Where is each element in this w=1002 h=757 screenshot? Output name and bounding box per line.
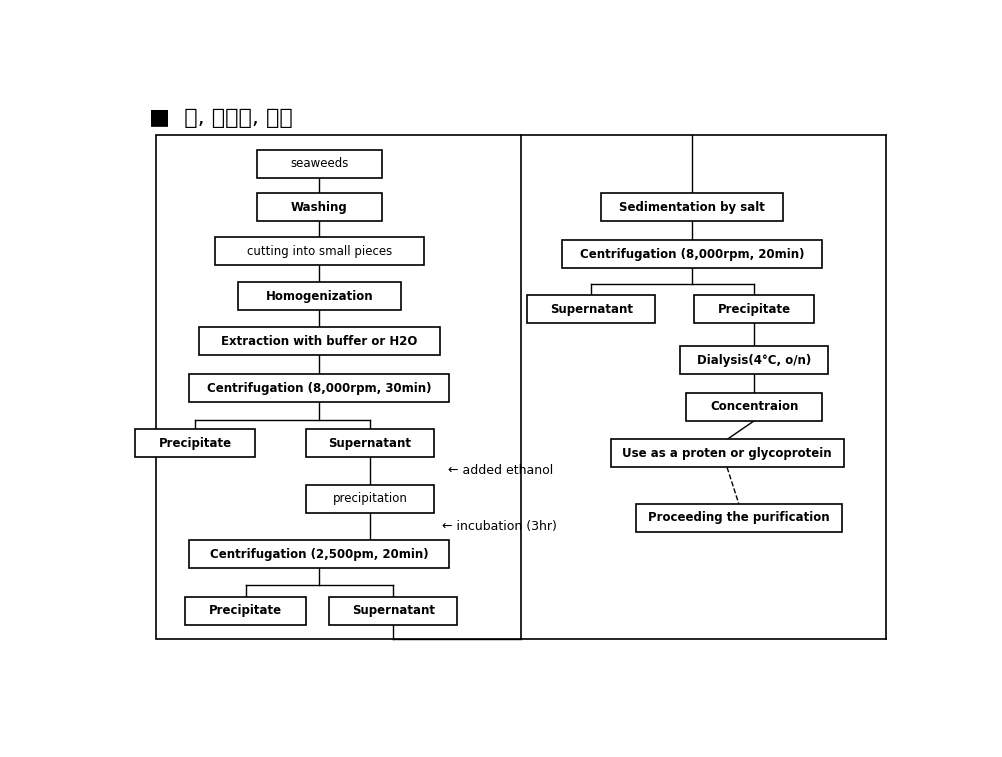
- Text: seaweeds: seaweeds: [291, 157, 349, 170]
- FancyBboxPatch shape: [199, 328, 440, 356]
- FancyBboxPatch shape: [694, 295, 815, 323]
- Text: Precipitate: Precipitate: [209, 604, 283, 617]
- Text: Concentraion: Concentraion: [710, 400, 799, 413]
- FancyBboxPatch shape: [527, 295, 655, 323]
- Text: Supernatant: Supernatant: [329, 437, 412, 450]
- FancyBboxPatch shape: [562, 240, 823, 268]
- Text: Dialysis(4°C, o/n): Dialysis(4°C, o/n): [697, 354, 812, 366]
- Text: Use as a proten or glycoprotein: Use as a proten or glycoprotein: [622, 447, 832, 460]
- Text: Proceeding the purification: Proceeding the purification: [648, 511, 830, 524]
- Text: cutting into small pieces: cutting into small pieces: [246, 245, 392, 257]
- FancyBboxPatch shape: [258, 150, 382, 178]
- FancyBboxPatch shape: [189, 540, 450, 569]
- FancyBboxPatch shape: [636, 503, 842, 531]
- Text: ■  김, 다시마, 미역: ■ 김, 다시마, 미역: [148, 108, 293, 129]
- FancyBboxPatch shape: [189, 374, 450, 402]
- Text: Supernatant: Supernatant: [352, 604, 435, 617]
- Text: precipitation: precipitation: [333, 492, 407, 506]
- Text: Homogenization: Homogenization: [266, 289, 373, 303]
- Text: Centrifugation (2,500pm, 20min): Centrifugation (2,500pm, 20min): [210, 548, 429, 561]
- Text: Extraction with buffer or H2O: Extraction with buffer or H2O: [221, 335, 418, 348]
- Text: Centrifugation (8,000rpm, 20min): Centrifugation (8,000rpm, 20min): [580, 248, 805, 260]
- FancyBboxPatch shape: [185, 597, 306, 625]
- FancyBboxPatch shape: [214, 237, 424, 265]
- Text: Sedimentation by salt: Sedimentation by salt: [619, 201, 766, 214]
- Text: Washing: Washing: [291, 201, 348, 214]
- Text: ← incubation (3hr): ← incubation (3hr): [442, 520, 557, 533]
- FancyBboxPatch shape: [258, 194, 382, 221]
- Text: Precipitate: Precipitate: [158, 437, 231, 450]
- Text: Supernatant: Supernatant: [550, 303, 632, 316]
- FancyBboxPatch shape: [306, 485, 434, 512]
- FancyBboxPatch shape: [135, 429, 256, 457]
- FancyBboxPatch shape: [610, 439, 844, 467]
- FancyBboxPatch shape: [686, 393, 823, 421]
- FancyBboxPatch shape: [306, 429, 434, 457]
- FancyBboxPatch shape: [601, 194, 784, 221]
- FancyBboxPatch shape: [680, 346, 828, 374]
- FancyBboxPatch shape: [329, 597, 457, 625]
- Text: ← added ethanol: ← added ethanol: [448, 464, 553, 478]
- FancyBboxPatch shape: [237, 282, 401, 310]
- Text: Precipitate: Precipitate: [717, 303, 791, 316]
- Text: Centrifugation (8,000rpm, 30min): Centrifugation (8,000rpm, 30min): [207, 382, 432, 394]
